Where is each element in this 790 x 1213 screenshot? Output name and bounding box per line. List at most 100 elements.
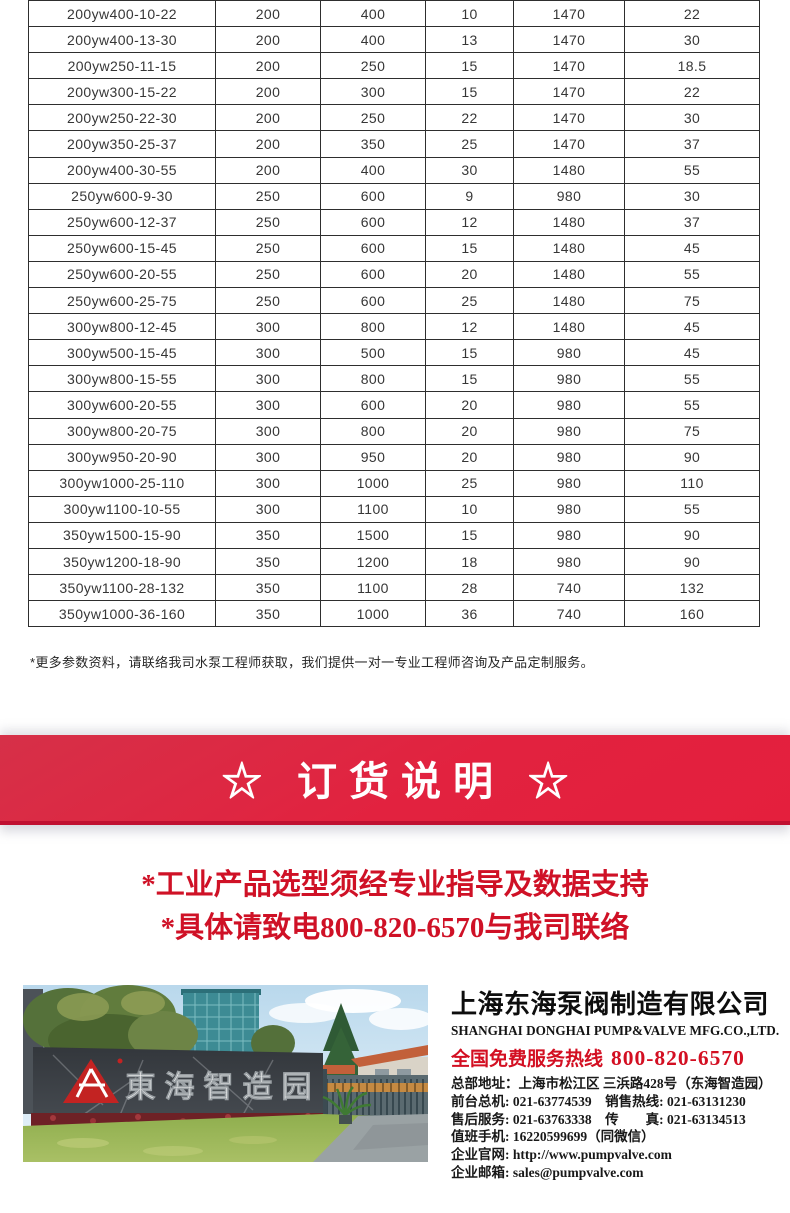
table-cell: 350 [215, 600, 321, 628]
table-cell: 75 [624, 417, 760, 445]
park-sign-wall: 東海智造园 [33, 1047, 323, 1127]
table-cell: 250 [320, 52, 426, 80]
service-hotline: 全国免费服务热线 800-820-6570 [451, 1044, 790, 1071]
table-cell: 22 [624, 0, 760, 28]
table-cell: 90 [624, 547, 760, 576]
order-notes: *工业产品选型须经专业指导及数据支持 *具体请致电800-820-6570与我司… [0, 864, 790, 950]
table-cell: 980 [513, 521, 625, 549]
table-cell: 200yw400-13-30 [28, 26, 216, 54]
photo-gate [318, 1069, 428, 1119]
company-photo: 東海智造园 [23, 985, 428, 1162]
table-cell: 13 [425, 26, 514, 54]
table-row: 300yw800-15-55 300 800 15 980 55 [28, 365, 760, 393]
table-cell: 55 [624, 495, 760, 523]
params-note: *更多参数资料，请联络我司水泵工程师获取，我们提供一对一专业工程师咨询及产品定制… [30, 655, 594, 670]
table-cell: 800 [320, 417, 426, 445]
table-cell: 200yw400-30-55 [28, 156, 216, 184]
table-cell: 37 [624, 130, 760, 158]
table-cell: 55 [624, 391, 760, 419]
table-cell: 800 [320, 365, 426, 393]
table-cell: 980 [513, 391, 625, 419]
company-info: 上海东海泵阀制造有限公司 SHANGHAI DONGHAI PUMP&VALVE… [451, 984, 790, 1182]
table-cell: 300yw1000-25-110 [28, 469, 216, 497]
table-cell: 10 [425, 495, 514, 523]
table-cell: 30 [624, 26, 760, 54]
table-cell: 200 [215, 78, 321, 106]
table-cell: 980 [513, 469, 625, 497]
table-row: 200yw400-30-55 200 400 30 1480 55 [28, 156, 760, 184]
table-cell: 250 [215, 208, 321, 236]
table-cell: 350yw1100-28-132 [28, 574, 216, 602]
order-info-banner: ☆ 订货说明 ☆ [0, 735, 790, 825]
table-cell: 1480 [513, 156, 625, 184]
table-cell: 1480 [513, 234, 625, 262]
order-info-banner-title: ☆ 订货说明 ☆ [221, 760, 581, 804]
table-cell: 1480 [513, 260, 625, 289]
table-cell: 90 [624, 521, 760, 549]
table-cell: 1470 [513, 26, 625, 54]
table-cell: 300 [215, 443, 321, 471]
table-row: 300yw1000-25-110 300 1000 25 980 110 [28, 469, 760, 497]
contact-list: 总部地址：上海市松江区 三浜路428号（东海智造园） 前台总机: 021-6377… [451, 1075, 790, 1182]
table-cell: 1100 [320, 574, 426, 602]
service-hotline-label: 全国免费服务热线 [451, 1049, 604, 1070]
table-cell: 1480 [513, 287, 625, 315]
table-row: 300yw950-20-90 300 950 20 980 90 [28, 443, 760, 471]
table-cell: 1000 [320, 600, 426, 628]
table-row: 200yw400-13-30 200 400 13 1470 30 [28, 26, 760, 54]
table-cell: 20 [425, 391, 514, 419]
table-row: 350yw1200-18-90 350 1200 18 980 90 [28, 547, 760, 576]
table-cell: 200yw250-11-15 [28, 52, 216, 80]
table-cell: 600 [320, 234, 426, 262]
table-row: 350yw1500-15-90 350 1500 15 980 90 [28, 521, 760, 549]
table-cell: 600 [320, 208, 426, 236]
photo-glass-building [181, 989, 261, 1059]
table-cell: 28 [425, 574, 514, 602]
table-cell: 200yw350-25-37 [28, 130, 216, 158]
table-row: 250yw600-9-30 250 600 9 980 30 [28, 182, 760, 210]
park-sign-text: 東海智造园 [126, 1071, 321, 1104]
table-cell: 500 [320, 339, 426, 367]
table-row: 300yw800-12-45 300 800 12 1480 45 [28, 313, 760, 341]
table-cell: 200 [215, 0, 321, 28]
table-cell: 1500 [320, 521, 426, 549]
photo-driveway [313, 1114, 428, 1162]
company-name-cn: 上海东海泵阀制造有限公司 [451, 989, 770, 1019]
table-cell: 45 [624, 339, 760, 367]
table-row: 300yw800-20-75 300 800 20 980 75 [28, 417, 760, 445]
table-cell: 20 [425, 417, 514, 445]
service-hotline-number: 800-820-6570 [611, 1046, 745, 1070]
table-cell: 200yw250-22-30 [28, 104, 216, 132]
table-cell: 300yw500-15-45 [28, 339, 216, 367]
table-cell: 300 [215, 469, 321, 497]
table-cell: 200 [215, 156, 321, 184]
table-cell: 350yw1200-18-90 [28, 547, 216, 576]
table-cell: 30 [624, 104, 760, 132]
table-cell: 300 [215, 495, 321, 523]
table-row: 200yw400-10-22 200 400 10 1470 22 [28, 0, 760, 28]
table-cell: 980 [513, 182, 625, 210]
table-cell: 980 [513, 365, 625, 393]
table-cell: 12 [425, 313, 514, 341]
table-cell: 200yw400-10-22 [28, 0, 216, 28]
table-cell: 200yw300-15-22 [28, 78, 216, 106]
pump-spec-table: 200yw400-10-22 200 400 10 1470 22 200yw400-13-… [28, 0, 760, 628]
table-cell: 15 [425, 339, 514, 367]
table-cell: 30 [624, 182, 760, 210]
table-cell: 300 [215, 417, 321, 445]
table-cell: 600 [320, 287, 426, 315]
table-cell: 1480 [513, 208, 625, 236]
contact-line: 总部地址：上海市松江区 三浜路428号（东海智造园） [451, 1076, 772, 1091]
table-row: 250yw600-12-37 250 600 12 1480 37 [28, 208, 760, 236]
table-cell: 300 [215, 313, 321, 341]
table-cell: 22 [624, 78, 760, 106]
table-cell: 15 [425, 521, 514, 549]
table-cell: 12 [425, 208, 514, 236]
table-cell: 200 [215, 52, 321, 80]
table-cell: 350 [215, 547, 321, 576]
table-cell: 980 [513, 443, 625, 471]
table-cell: 980 [513, 417, 625, 445]
table-cell: 250yw600-12-37 [28, 208, 216, 236]
company-name-en: SHANGHAI DONGHAI PUMP&VALVE MFG.CO.,LTD. [451, 1023, 780, 1038]
table-cell: 18.5 [624, 52, 760, 80]
